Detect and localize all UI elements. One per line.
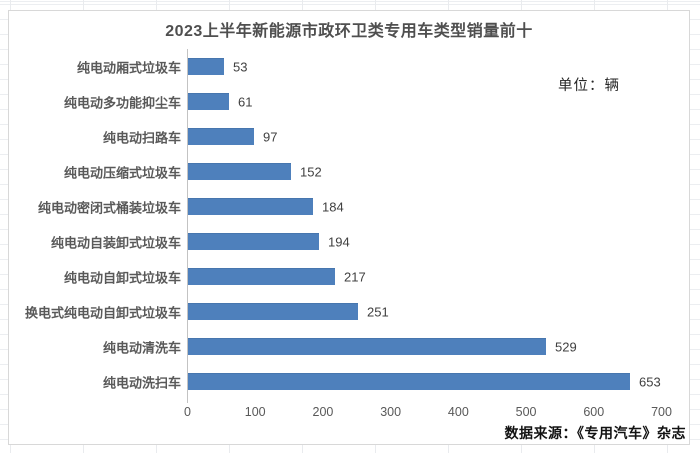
chart-title: 2023上半年新能源市政环卫类专用车类型销量前十 — [165, 23, 533, 40]
category-label: 纯电动厢式垃圾车 — [76, 60, 181, 75]
plot-area: 纯电动厢式垃圾车 53 纯电动多功能抑尘车 61 纯电动扫路车 97 纯电动压缩式垃圾车 15… — [9, 49, 689, 399]
bar — [188, 268, 335, 285]
bar — [188, 303, 358, 320]
category-label: 纯电动压缩式垃圾车 — [63, 165, 181, 180]
bar-row: 纯电动自装卸式垃圾车 194 — [9, 224, 689, 259]
bar-row: 换电式纯电动自卸式垃圾车 251 — [9, 294, 689, 329]
category-label: 纯电动多功能抑尘车 — [63, 95, 181, 110]
value-label: 53 — [233, 59, 248, 74]
bar — [188, 163, 291, 180]
value-label: 217 — [344, 269, 366, 284]
bar — [188, 373, 630, 390]
category-label: 纯电动密闭式桶装垃圾车 — [37, 200, 181, 215]
category-label: 纯电动自装卸式垃圾车 — [50, 235, 181, 250]
bar-row: 纯电动密闭式桶装垃圾车 184 — [9, 189, 689, 224]
value-label: 529 — [555, 339, 577, 354]
bar-row: 纯电动清洗车 529 — [9, 329, 689, 364]
category-label: 纯电动清洗车 — [102, 340, 181, 355]
value-label: 61 — [238, 94, 253, 109]
x-tick-label: 700 — [651, 405, 672, 419]
x-tick-label: 600 — [583, 405, 605, 419]
x-tick-label: 400 — [447, 405, 469, 419]
x-tick-label: 0 — [184, 405, 191, 419]
x-tick-label: 300 — [380, 405, 402, 419]
value-label: 97 — [263, 129, 278, 144]
bar — [188, 58, 224, 75]
x-axis: 0 100 200 300 400 500 600 700 — [9, 11, 689, 444]
bar-row: 纯电动多功能抑尘车 61 — [9, 84, 689, 119]
bar — [188, 93, 229, 110]
value-label: 653 — [639, 374, 661, 389]
value-label: 251 — [367, 304, 389, 319]
x-tick-label: 200 — [312, 405, 334, 419]
bar-row: 纯电动自卸式垃圾车 217 — [9, 259, 689, 294]
bar — [188, 338, 546, 355]
unit-label: 单位：辆 — [558, 78, 620, 94]
bar — [188, 233, 319, 250]
bar-row: 纯电动压缩式垃圾车 152 — [9, 154, 689, 189]
bar-row: 纯电动厢式垃圾车 53 — [9, 49, 689, 84]
category-axis-line — [187, 49, 188, 403]
bar — [188, 198, 313, 215]
category-label: 纯电动扫路车 — [102, 130, 181, 145]
category-label: 纯电动自卸式垃圾车 — [63, 270, 181, 285]
category-label: 纯电动洗扫车 — [102, 375, 181, 390]
value-label: 184 — [322, 199, 344, 214]
x-tick-label: 500 — [515, 405, 537, 419]
value-label: 194 — [328, 234, 350, 249]
category-label: 换电式纯电动自卸式垃圾车 — [24, 305, 181, 320]
x-tick-label: 100 — [244, 405, 266, 419]
value-label: 152 — [300, 164, 322, 179]
bar — [188, 128, 254, 145]
bar-row: 纯电动扫路车 97 — [9, 119, 689, 154]
bar-row: 纯电动洗扫车 653 — [9, 364, 689, 399]
chart-frame: 2023上半年新能源市政环卫类专用车类型销量前十 单位：辆 纯电动厢式垃圾车 53… — [8, 10, 690, 445]
source-label: 数据来源：《专用汽车》杂志 — [504, 427, 686, 442]
